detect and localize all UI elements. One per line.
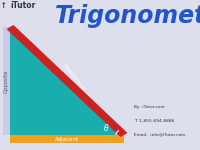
Text: By  iTutor.com: By iTutor.com (134, 105, 165, 109)
Text: iTutor: iTutor (10, 2, 35, 10)
Polygon shape (7, 25, 127, 137)
Text: Opposite: Opposite (4, 69, 9, 93)
Polygon shape (10, 27, 124, 135)
Polygon shape (10, 135, 124, 143)
Polygon shape (3, 27, 10, 135)
Text: Hypotenuse: Hypotenuse (62, 63, 86, 92)
Text: θ: θ (104, 124, 109, 133)
Text: Email-  info@iTutor.com: Email- info@iTutor.com (134, 132, 185, 136)
Text: T: 1-855-694-8886: T: 1-855-694-8886 (134, 118, 174, 123)
Text: Trigonometry: Trigonometry (55, 4, 200, 28)
Text: Adjacent: Adjacent (55, 137, 79, 142)
Text: †: † (2, 2, 6, 8)
